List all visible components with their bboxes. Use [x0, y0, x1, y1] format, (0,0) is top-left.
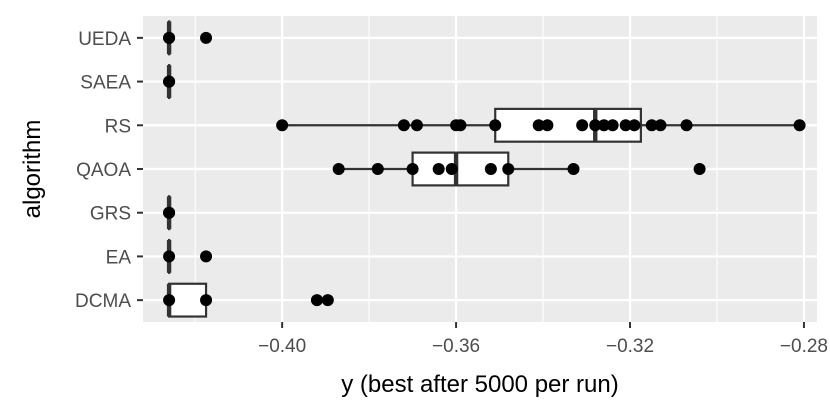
y-tick-label: UEDA [78, 29, 131, 50]
x-axis-ticks: −0.40 −0.36 −0.32 −0.28 [258, 322, 828, 357]
data-point [432, 163, 445, 175]
box-qaoa [338, 151, 574, 187]
data-point [200, 294, 213, 307]
y-tick-label: QAOA [76, 160, 131, 181]
data-point [484, 163, 497, 175]
data-point [163, 206, 176, 219]
data-point [397, 119, 410, 132]
data-point [793, 119, 806, 132]
data-point [567, 163, 580, 175]
data-point [597, 119, 610, 132]
y-tick-label: RS [105, 116, 131, 137]
data-point [445, 163, 458, 175]
x-axis-title: y (best after 5000 per run) [341, 371, 618, 398]
y-tick-label: EA [106, 247, 132, 268]
data-point [532, 119, 545, 132]
data-point [406, 163, 419, 175]
data-point [654, 119, 667, 132]
y-tick-label: DCMA [75, 291, 131, 312]
data-point [163, 294, 176, 307]
point-layer [163, 31, 806, 307]
y-tick-label: SAEA [80, 73, 131, 94]
data-point [693, 163, 706, 175]
data-point [321, 294, 334, 307]
data-point [163, 31, 176, 44]
x-tick-label: −0.28 [780, 336, 828, 357]
data-point [200, 250, 213, 263]
x-tick-label: −0.32 [606, 336, 654, 357]
data-point [163, 250, 176, 263]
y-tick-label: GRS [90, 204, 131, 225]
y-axis-ticks: UEDA SAEA RS QAOA GRS EA DCMA [75, 29, 143, 312]
data-point [410, 119, 423, 132]
data-point [200, 31, 213, 44]
data-point [332, 163, 345, 175]
data-point [163, 75, 176, 88]
y-axis-title: algorithm [19, 120, 46, 219]
box-iqr [494, 107, 642, 143]
data-point [276, 119, 289, 132]
data-point [619, 119, 632, 132]
data-point [541, 119, 554, 132]
data-point [589, 119, 602, 132]
data-point [645, 119, 658, 132]
data-point [454, 119, 467, 132]
x-tick-label: −0.40 [258, 336, 306, 357]
data-point [310, 294, 323, 307]
data-point [576, 119, 589, 132]
x-tick-label: −0.36 [432, 336, 480, 357]
data-point [680, 119, 693, 132]
data-point [489, 119, 502, 132]
data-point [371, 163, 384, 175]
data-point [628, 119, 641, 132]
data-point [502, 163, 515, 175]
box-rs [282, 107, 800, 143]
data-point [606, 119, 619, 132]
